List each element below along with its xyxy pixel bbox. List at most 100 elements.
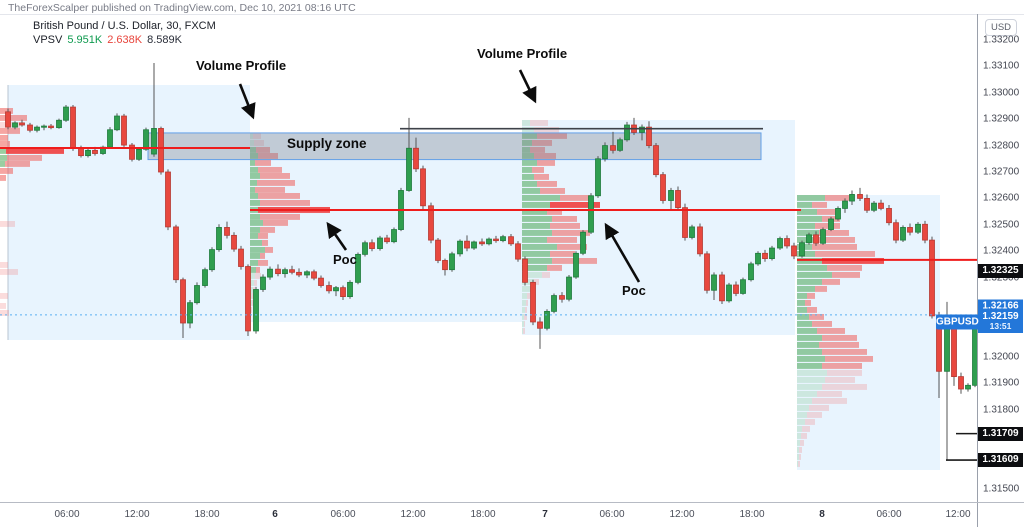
annotation-poc-2[interactable]: Poc [622, 283, 646, 298]
volume-profile-bar-down [532, 167, 544, 173]
volume-profile-bar-up [522, 160, 537, 166]
candle-down [428, 205, 434, 241]
candle-up [406, 147, 412, 191]
volume-profile-bar-down [6, 148, 64, 154]
volume-profile-bar-down [552, 216, 577, 222]
candle-up [871, 202, 877, 211]
candle-up [449, 253, 455, 271]
time-tick: 06:00 [599, 509, 625, 520]
candle-down [493, 238, 499, 242]
volume-profile-bar-down [534, 127, 559, 133]
volume-profile-bar-down [825, 377, 855, 383]
candle-up [573, 252, 579, 278]
indicator-legend-row[interactable]: VPSV 5.951K 2.638K 8.589K [33, 34, 192, 46]
volume-profile-bar-up [250, 140, 254, 146]
volume-profile-bar-up [522, 272, 542, 278]
price-tick: 1.32500 [983, 219, 1020, 231]
volume-profile-bar-down [800, 440, 804, 446]
volume-profile-bar-down [0, 310, 9, 316]
volume-profile-bar-up [250, 227, 260, 233]
volume-profile-bar-up [797, 349, 822, 355]
candle-up [362, 242, 368, 255]
candle-down [165, 171, 171, 228]
candle-up [85, 149, 91, 157]
candle-down [340, 287, 346, 298]
time-tick: 12:00 [669, 509, 695, 520]
candle-down [442, 260, 448, 271]
candle-up [689, 226, 695, 238]
volume-profile-bar-down [812, 244, 857, 250]
candle-down [857, 194, 863, 199]
volume-profile-bar-up [522, 328, 523, 334]
volume-profile-bar-down [815, 286, 827, 292]
candle-down [224, 227, 230, 236]
volume-profile-bar-down [523, 328, 525, 334]
annotation-supply-zone[interactable]: Supply zone [287, 136, 367, 151]
annotation-volume-profile-1[interactable]: Volume Profile [196, 58, 287, 73]
volume-profile-bar-down [822, 279, 840, 285]
volume-profile-bar-up [522, 174, 534, 180]
volume-profile-bar-down [550, 202, 600, 208]
volume-profile-bar-down [527, 293, 530, 299]
volume-profile-bar-down [254, 140, 264, 146]
indicator-name: VPSV [33, 34, 63, 46]
volume-profile-bar-down [0, 128, 20, 134]
candle-up [566, 276, 572, 300]
candle-up [260, 276, 266, 290]
annotation-poc-1[interactable]: Poc [333, 252, 357, 267]
volume-profile-bar-down [5, 161, 30, 167]
volume-profile-bar-down [532, 140, 552, 146]
volume-profile-bar-up [522, 293, 527, 299]
candle-down [958, 376, 964, 390]
candle-up [617, 139, 623, 151]
candle-up [209, 249, 215, 271]
volume-profile-bar-down [832, 272, 860, 278]
volume-profile-bar-down [525, 307, 527, 313]
volume-profile-bar-down [260, 253, 265, 259]
volume-profile-bar-down [253, 133, 261, 139]
volume-profile-bar-down [258, 153, 278, 159]
chart-legend-title[interactable]: British Pound / U.S. Dollar, 30, FXCM [33, 20, 216, 32]
candle-up [136, 148, 142, 160]
volume-profile-session-range [250, 133, 522, 322]
currency-toggle-button[interactable]: USD [985, 19, 1017, 36]
volume-profile-bar-down [807, 412, 822, 418]
volume-profile-bar-up [797, 230, 819, 236]
volume-profile-bar-down [260, 173, 290, 179]
candle-down [878, 202, 884, 209]
candle-up [551, 295, 557, 312]
volume-profile-bar-down [537, 181, 557, 187]
candle-up [151, 128, 157, 155]
volume-profile-bar-down [817, 209, 837, 215]
volume-profile-bar-up [522, 202, 550, 208]
volume-profile-bar-up [797, 342, 819, 348]
candle-down [289, 269, 295, 273]
volume-profile-bar-up [797, 419, 805, 425]
volume-profile-bar-up [522, 153, 534, 159]
supply-zone-rectangle [147, 132, 762, 161]
candle-down [369, 242, 375, 249]
volume-profile-bar-up [0, 155, 7, 161]
volume-profile-bar-down [815, 223, 840, 229]
annotation-volume-profile-2[interactable]: Volume Profile [477, 46, 568, 61]
candle-up [202, 269, 208, 286]
volume-profile-bar-up [797, 300, 805, 306]
volume-profile-bar-up [250, 267, 256, 273]
candle-down [70, 106, 76, 149]
volume-profile-bar-up [250, 220, 263, 226]
volume-profile-bar-up [797, 314, 809, 320]
candle-down [48, 125, 54, 129]
chart-canvas[interactable] [0, 14, 1024, 527]
candle-down [92, 149, 98, 154]
volume-profile-bar-up [797, 279, 822, 285]
volume-profile-bar-down [0, 135, 8, 141]
volume-profile-bar-up [797, 454, 799, 460]
candle-up [12, 122, 18, 128]
volume-profile-bar-up [250, 133, 253, 139]
candle-up [194, 285, 200, 304]
volume-profile-bar-down [809, 405, 829, 411]
volume-profile-bar-down [560, 195, 590, 201]
volume-profile-bar-up [797, 377, 825, 383]
price-badge-black: 1.32325 [978, 264, 1023, 278]
